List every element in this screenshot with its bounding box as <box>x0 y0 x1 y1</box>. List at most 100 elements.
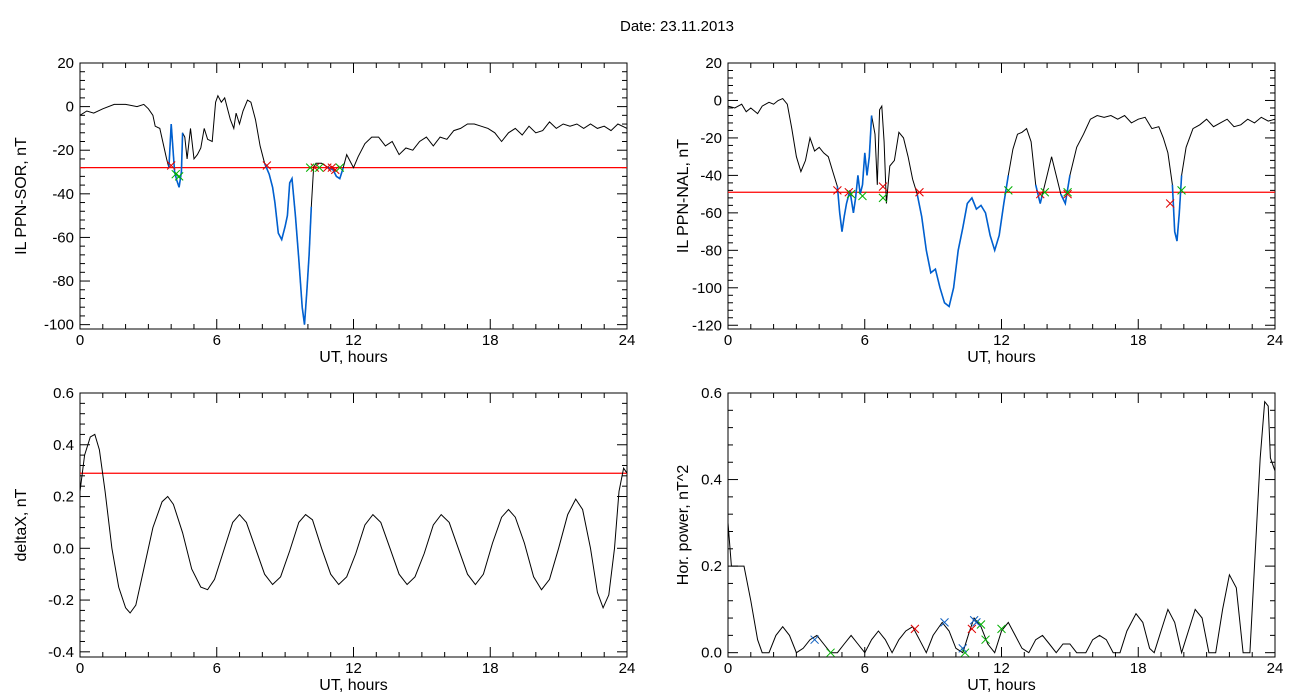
marker-blue <box>958 643 968 653</box>
highlight-segment <box>168 123 184 188</box>
marker-red-stroke <box>327 163 337 173</box>
marker-green-stroke <box>858 191 867 201</box>
y-axis-label: deltaX, nT <box>13 488 30 561</box>
y-tick-label: 0 <box>66 99 74 116</box>
marker-blue <box>940 618 949 627</box>
marker-green-stroke <box>314 163 324 173</box>
y-tick-label: -40 <box>700 167 722 184</box>
marker-green <box>981 635 990 645</box>
y-tick-label: -0.4 <box>48 644 74 661</box>
x-axis-label: UT, hours <box>967 677 1035 694</box>
marker-red-stroke <box>1035 189 1045 199</box>
y-tick-label: -80 <box>700 242 722 259</box>
highlight-segment <box>1034 184 1044 204</box>
marker-green <box>1177 186 1186 195</box>
marker-green-stroke <box>1003 186 1013 195</box>
series-line <box>79 94 628 325</box>
y-tick-label: 0 <box>714 92 722 109</box>
marker-red-stroke <box>1165 199 1175 208</box>
marker-red <box>166 161 176 170</box>
marker-blue-stroke <box>958 643 968 653</box>
y-tick-label: 20 <box>57 55 74 72</box>
series-line <box>727 400 1276 655</box>
chart-panel-hor_power: 0 6 12 18 24 0.0 0.2 0.4 0.6 UT, hours Hor. power,… <box>675 385 1283 694</box>
marker-green-stroke <box>171 169 181 179</box>
y-tick-label: -60 <box>700 205 722 222</box>
marker-red-stroke <box>1063 189 1072 199</box>
marker-red-stroke <box>262 161 272 170</box>
marker-green <box>335 163 345 173</box>
marker-green <box>1063 187 1072 197</box>
highlight-segment <box>263 162 313 325</box>
x-tick-label: 18 <box>1130 660 1147 677</box>
y-tick-label: -100 <box>692 280 722 297</box>
marker-green <box>1040 187 1050 197</box>
x-tick-label: 12 <box>345 660 362 677</box>
x-tick-label: 0 <box>724 332 732 349</box>
y-tick-label: 0.4 <box>701 472 722 489</box>
y-tick-label: 20 <box>705 55 722 72</box>
x-tick-label: 6 <box>861 660 869 677</box>
marker-red-stroke <box>330 165 340 175</box>
x-tick-label: 12 <box>993 332 1010 349</box>
y-tick-label: 0.0 <box>53 540 74 557</box>
x-tick-label: 18 <box>1130 332 1147 349</box>
y-tick-label: -120 <box>692 317 722 334</box>
x-tick-label: 24 <box>619 660 636 677</box>
chart-panel-deltax: 0 6 12 18 24 -0.4 -0.2 0.0 0.2 0.4 0.6 UT, hours del… <box>13 385 635 694</box>
x-axis-label: UT, hours <box>319 677 387 694</box>
marker-green <box>1003 186 1013 195</box>
marker-green-stroke <box>981 635 990 645</box>
marker-green <box>846 189 856 199</box>
x-axis-label: UT, hours <box>319 349 387 366</box>
x-tick-label: 6 <box>213 660 221 677</box>
highlight-segment <box>1171 175 1183 242</box>
highlight-segment <box>1060 175 1071 207</box>
marker-green-stroke <box>174 172 184 181</box>
marker-green-stroke <box>1040 187 1050 197</box>
marker-green <box>174 172 184 181</box>
marker-green-stroke <box>1063 187 1072 197</box>
page-title: Date: 23.11.2013 <box>620 18 734 35</box>
marker-green-stroke <box>997 624 1006 634</box>
highlight-segment <box>916 175 1010 308</box>
highlight-segment <box>836 115 873 232</box>
y-axis-label: IL PPN-SOR, nT <box>13 137 30 255</box>
y-tick-label: -80 <box>52 273 74 290</box>
series-line <box>727 97 1276 308</box>
y-tick-label: 0.0 <box>701 645 722 662</box>
y-axis-label: Hor. power, nT^2 <box>675 465 692 586</box>
marker-red <box>1035 189 1045 199</box>
chart-panel-il_nal: 0 6 12 18 24 -120 -100 -80 -60 -40 -20 0 20 UT, hours… <box>675 55 1283 366</box>
marker-blue-stroke <box>940 618 949 627</box>
marker-green <box>314 163 324 173</box>
x-tick-label: 24 <box>1267 332 1284 349</box>
marker-blue <box>972 618 981 627</box>
marker-green-stroke <box>846 189 856 199</box>
y-tick-label: -20 <box>700 130 722 147</box>
y-tick-label: 0.6 <box>701 385 722 402</box>
y-tick-label: 0.4 <box>53 437 74 454</box>
series-line <box>79 433 628 614</box>
y-axis-label: IL PPN-NAL, nT <box>675 139 692 253</box>
marker-green-stroke <box>335 163 345 173</box>
marker-red <box>1165 199 1175 208</box>
marker-red <box>330 165 340 175</box>
marker-red-stroke <box>310 163 320 173</box>
x-tick-label: 18 <box>482 332 499 349</box>
marker-green-stroke <box>976 620 986 629</box>
marker-red <box>833 186 842 195</box>
marker-green <box>826 648 835 658</box>
marker-green <box>960 648 970 658</box>
marker-green <box>878 193 888 203</box>
marker-green-stroke <box>878 193 888 203</box>
y-tick-label: 0.6 <box>53 385 74 402</box>
marker-red-stroke <box>967 624 977 634</box>
marker-red-stroke <box>878 182 888 191</box>
chart-panel-il_sor: 0 6 12 18 24 -100 -80 -60 -40 -20 0 20 UT, hours IL P… <box>13 55 635 366</box>
x-tick-label: 12 <box>993 660 1010 677</box>
plot-frame <box>727 62 1276 330</box>
x-tick-label: 24 <box>619 332 636 349</box>
marker-green-stroke <box>826 648 835 658</box>
